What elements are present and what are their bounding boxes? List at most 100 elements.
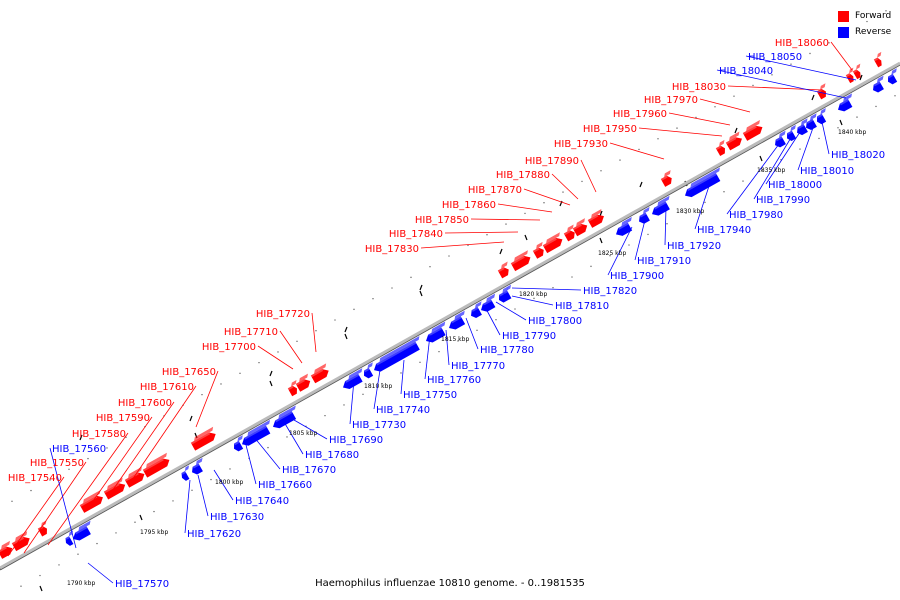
gene-label-hib-17650[interactable]: HIB_17650 bbox=[162, 367, 216, 378]
forward-gene-arrow[interactable] bbox=[294, 373, 313, 392]
gene-label-hib-17560[interactable]: HIB_17560 bbox=[52, 444, 106, 455]
gene-label-hib-17600[interactable]: HIB_17600 bbox=[118, 398, 172, 409]
forward-gene-arrow[interactable] bbox=[741, 120, 765, 141]
reverse-gene-arrow[interactable] bbox=[230, 435, 248, 452]
forward-gene-arrow[interactable] bbox=[309, 363, 332, 384]
gene-label-hib-17950[interactable]: HIB_17950 bbox=[583, 124, 637, 135]
gene-label-hib-17790[interactable]: HIB_17790 bbox=[502, 331, 556, 342]
gene-label-hib-17640[interactable]: HIB_17640 bbox=[235, 496, 289, 507]
reverse-gene-arrow[interactable] bbox=[834, 93, 858, 113]
gene-label-hib-17870[interactable]: HIB_17870 bbox=[468, 185, 522, 196]
gene-label-hib-17940[interactable]: HIB_17940 bbox=[697, 225, 751, 236]
gene-label-hib-17710[interactable]: HIB_17710 bbox=[224, 327, 278, 338]
gene-label-hib-17990[interactable]: HIB_17990 bbox=[756, 195, 810, 206]
gene-label-hib-17930[interactable]: HIB_17930 bbox=[554, 139, 608, 150]
forward-gene-arrow[interactable] bbox=[562, 224, 579, 242]
forward-gene-arrow[interactable] bbox=[78, 490, 106, 513]
reverse-gene-arrow[interactable] bbox=[500, 284, 517, 301]
reverse-gene-arrow[interactable] bbox=[869, 75, 889, 94]
gene-label-hib-17630[interactable]: HIB_17630 bbox=[210, 512, 264, 523]
gene-label-hib-17830[interactable]: HIB_17830 bbox=[365, 244, 419, 255]
gene-label-hib-17770[interactable]: HIB_17770 bbox=[451, 361, 505, 372]
gene-label-hib-17910[interactable]: HIB_17910 bbox=[637, 256, 691, 267]
gene-label-hib-17690[interactable]: HIB_17690 bbox=[329, 435, 383, 446]
gene-label-hib-18010[interactable]: HIB_18010 bbox=[800, 166, 854, 177]
reverse-gene-arrow[interactable] bbox=[269, 405, 301, 430]
reverse-gene-arrow[interactable] bbox=[813, 108, 831, 125]
forward-gene-arrow[interactable] bbox=[531, 241, 548, 259]
gene-label-hib-17550[interactable]: HIB_17550 bbox=[30, 458, 84, 469]
forward-gene-arrow[interactable] bbox=[851, 63, 866, 80]
forward-gene-arrow[interactable] bbox=[509, 250, 533, 272]
reverse-gene-arrow[interactable] bbox=[477, 293, 501, 314]
forward-gene-arrow[interactable] bbox=[189, 426, 219, 451]
forward-gene-arrow[interactable] bbox=[659, 170, 676, 187]
forward-gene-arrow[interactable] bbox=[815, 83, 831, 100]
gene-label-hib-17810[interactable]: HIB_17810 bbox=[555, 301, 609, 312]
gene-label-hib-17540[interactable]: HIB_17540 bbox=[8, 473, 62, 484]
gene-label-hib-18020[interactable]: HIB_18020 bbox=[831, 150, 885, 161]
reverse-gene-arrow[interactable] bbox=[648, 195, 675, 218]
reverse-gene-arrow[interactable] bbox=[188, 457, 208, 476]
reverse-gene-arrow[interactable] bbox=[802, 113, 822, 131]
reverse-gene-arrow[interactable] bbox=[884, 68, 900, 85]
gene-label-hib-17700[interactable]: HIB_17700 bbox=[202, 342, 256, 353]
gene-label-hib-18000[interactable]: HIB_18000 bbox=[768, 180, 822, 191]
forward-gene-arrow[interactable] bbox=[586, 208, 607, 228]
forward-gene-arrow[interactable] bbox=[0, 540, 16, 559]
gene-label-hib-17740[interactable]: HIB_17740 bbox=[376, 405, 430, 416]
reverse-gene-arrow[interactable] bbox=[681, 167, 725, 199]
gene-label-hib-17880[interactable]: HIB_17880 bbox=[496, 170, 550, 181]
reverse-gene-arrow[interactable] bbox=[370, 336, 425, 374]
forward-gene-arrow[interactable] bbox=[844, 67, 859, 84]
forward-gene-arrow[interactable] bbox=[714, 139, 730, 157]
forward-gene-arrow[interactable] bbox=[496, 261, 513, 279]
reverse-gene-arrow[interactable] bbox=[422, 321, 451, 345]
gene-label-hib-17900[interactable]: HIB_17900 bbox=[610, 271, 664, 282]
gene-label-hib-17620[interactable]: HIB_17620 bbox=[187, 529, 241, 540]
forward-gene-arrow[interactable] bbox=[872, 51, 887, 68]
reverse-gene-arrow[interactable] bbox=[783, 124, 801, 142]
reverse-gene-arrow[interactable] bbox=[178, 465, 195, 481]
gene-label-hib-17960[interactable]: HIB_17960 bbox=[613, 109, 667, 120]
gene-label-hib-18030[interactable]: HIB_18030 bbox=[672, 82, 726, 93]
gene-label-hib-17860[interactable]: HIB_17860 bbox=[442, 200, 496, 211]
forward-gene-arrow[interactable] bbox=[571, 218, 590, 237]
gene-label-hib-17670[interactable]: HIB_17670 bbox=[282, 465, 336, 476]
gene-label-hib-18050[interactable]: HIB_18050 bbox=[748, 52, 802, 63]
reverse-gene-arrow[interactable] bbox=[339, 368, 368, 391]
reverse-gene-arrow[interactable] bbox=[360, 362, 378, 379]
gene-label-hib-17920[interactable]: HIB_17920 bbox=[667, 241, 721, 252]
gene-label-hib-17680[interactable]: HIB_17680 bbox=[305, 450, 359, 461]
reverse-gene-arrow[interactable] bbox=[69, 520, 96, 543]
reverse-gene-arrow[interactable] bbox=[635, 206, 655, 225]
gene-label-hib-17750[interactable]: HIB_17750 bbox=[403, 390, 457, 401]
forward-gene-arrow[interactable] bbox=[141, 452, 172, 478]
reverse-gene-arrow[interactable] bbox=[495, 286, 513, 303]
gene-label-hib-17610[interactable]: HIB_17610 bbox=[140, 382, 194, 393]
gene-label-hib-18060[interactable]: HIB_18060 bbox=[775, 38, 829, 49]
reverse-gene-arrow[interactable] bbox=[445, 310, 470, 332]
gene-label-hib-17780[interactable]: HIB_17780 bbox=[480, 345, 534, 356]
gene-label-hib-17760[interactable]: HIB_17760 bbox=[427, 375, 481, 386]
forward-gene-arrow[interactable] bbox=[102, 477, 128, 500]
gene-label-hib-17580[interactable]: HIB_17580 bbox=[72, 429, 126, 440]
gene-label-hib-18040[interactable]: HIB_18040 bbox=[719, 66, 773, 77]
gene-label-hib-17720[interactable]: HIB_17720 bbox=[256, 309, 310, 320]
forward-gene-arrow[interactable] bbox=[286, 380, 302, 397]
gene-label-hib-17660[interactable]: HIB_17660 bbox=[258, 480, 312, 491]
reverse-gene-arrow[interactable] bbox=[467, 301, 487, 319]
gene-label-hib-17980[interactable]: HIB_17980 bbox=[729, 210, 783, 221]
gene-label-hib-17590[interactable]: HIB_17590 bbox=[96, 413, 150, 424]
gene-label-hib-17800[interactable]: HIB_17800 bbox=[528, 316, 582, 327]
forward-gene-arrow[interactable] bbox=[541, 232, 565, 254]
gene-label-hib-17840[interactable]: HIB_17840 bbox=[389, 229, 443, 240]
gene-label-hib-17970[interactable]: HIB_17970 bbox=[644, 95, 698, 106]
gene-label-hib-17850[interactable]: HIB_17850 bbox=[415, 215, 469, 226]
gene-label-hib-17890[interactable]: HIB_17890 bbox=[525, 156, 579, 167]
forward-gene-arrow[interactable] bbox=[724, 131, 745, 151]
reverse-gene-arrow[interactable] bbox=[612, 216, 637, 238]
reverse-gene-arrow[interactable] bbox=[238, 419, 276, 448]
gene-label-hib-17570[interactable]: HIB_17570 bbox=[115, 579, 169, 590]
gene-label-hib-17730[interactable]: HIB_17730 bbox=[352, 420, 406, 431]
